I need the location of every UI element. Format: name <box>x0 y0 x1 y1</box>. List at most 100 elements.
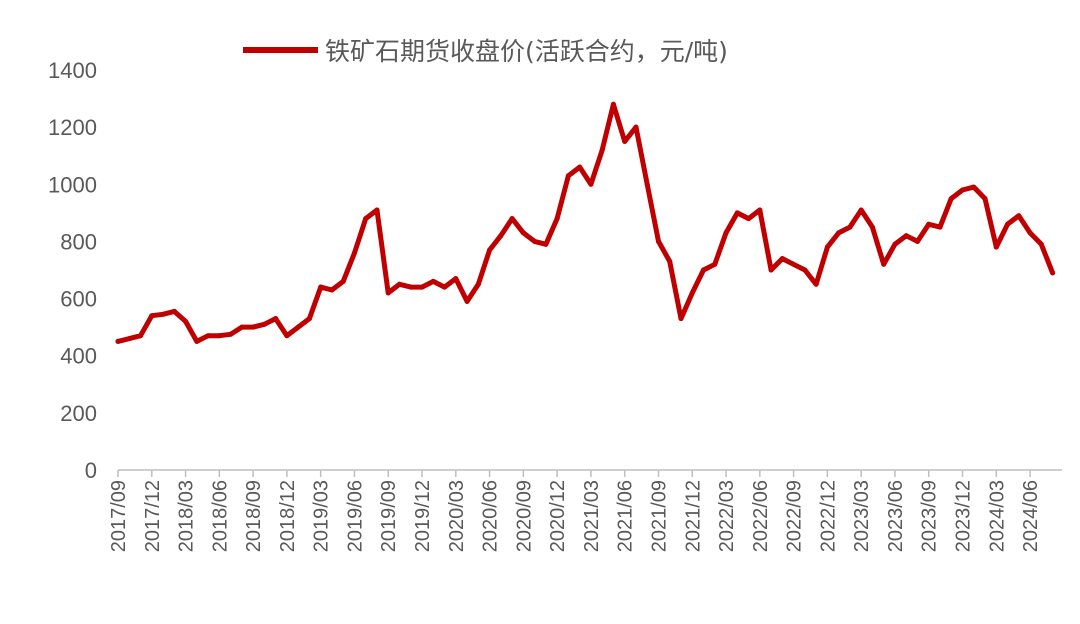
data-point <box>543 241 549 247</box>
y-tick-label: 1200 <box>48 115 97 140</box>
x-tick-label: 2021/09 <box>648 480 670 552</box>
x-tick-label: 2020/09 <box>513 480 535 552</box>
x-tick-label: 2024/03 <box>986 480 1008 552</box>
data-point <box>622 138 628 144</box>
y-tick-label: 400 <box>60 344 97 369</box>
data-point <box>532 238 538 244</box>
data-point <box>329 287 335 293</box>
data-point <box>340 278 346 284</box>
data-point <box>228 331 234 337</box>
data-point <box>115 338 121 344</box>
x-tick-label: 2022/03 <box>716 480 738 552</box>
data-point <box>892 241 898 247</box>
data-point <box>982 196 988 202</box>
data-point <box>363 216 369 222</box>
data-point <box>306 316 312 322</box>
x-tick-label: 2022/12 <box>817 480 839 552</box>
data-point <box>1050 270 1056 276</box>
y-tick-label: 1000 <box>48 172 97 197</box>
x-tick-label: 2021/06 <box>615 480 637 552</box>
data-point <box>802 267 808 273</box>
data-point <box>464 298 470 304</box>
x-tick-label: 2019/09 <box>378 480 400 552</box>
data-point <box>250 324 256 330</box>
data-point <box>836 230 842 236</box>
data-point <box>1005 221 1011 227</box>
data-point <box>824 244 830 250</box>
data-point <box>723 230 729 236</box>
data-point <box>239 324 245 330</box>
data-point <box>183 318 189 324</box>
data-point <box>858 207 864 213</box>
x-tick-label: 2024/06 <box>1020 480 1042 552</box>
data-point <box>847 224 853 230</box>
data-point <box>408 284 414 290</box>
x-tick-label: 2018/09 <box>243 480 265 552</box>
data-point <box>633 124 639 130</box>
x-tick-label: 2020/03 <box>446 480 468 552</box>
x-tick-label: 2017/12 <box>142 480 164 552</box>
x-tick-label: 2019/12 <box>412 480 434 552</box>
data-point <box>903 233 909 239</box>
data-point <box>498 233 504 239</box>
data-point <box>971 184 977 190</box>
data-point <box>149 313 155 319</box>
y-tick-label: 600 <box>60 287 97 312</box>
data-point <box>914 238 920 244</box>
data-point <box>757 207 763 213</box>
y-axis: 0 200 400 600 800 1000 1200 1400 <box>48 58 97 483</box>
data-point <box>171 308 177 314</box>
x-tick-label: 2020/06 <box>480 480 502 552</box>
x-tick-label: 2023/12 <box>953 480 975 552</box>
data-point <box>295 324 301 330</box>
data-point <box>689 290 695 296</box>
data-point <box>318 284 324 290</box>
series-line-iron-ore-price <box>115 101 1056 344</box>
x-tick-label: 2023/03 <box>851 480 873 552</box>
legend: 铁矿石期货收盘价(活跃合约，元/吨) <box>243 37 728 66</box>
data-point <box>374 207 380 213</box>
data-point <box>430 278 436 284</box>
data-point <box>520 230 526 236</box>
data-point <box>385 290 391 296</box>
x-tick-label: 2018/06 <box>209 480 231 552</box>
data-point <box>565 173 571 179</box>
x-tick-label: 2021/03 <box>581 480 603 552</box>
data-point <box>779 256 785 262</box>
legend-label: 铁矿石期货收盘价(活跃合约，元/吨) <box>325 37 728 66</box>
data-point <box>475 281 481 287</box>
x-tick-label: 2021/12 <box>682 480 704 552</box>
y-tick-label: 0 <box>85 458 97 483</box>
data-point <box>926 221 932 227</box>
data-point <box>678 316 684 322</box>
data-point <box>273 316 279 322</box>
data-point <box>712 261 718 267</box>
data-point <box>993 244 999 250</box>
data-point <box>791 261 797 267</box>
data-point <box>881 261 887 267</box>
data-point <box>1027 230 1033 236</box>
data-point <box>768 267 774 273</box>
data-point <box>126 336 132 342</box>
data-point <box>644 181 650 187</box>
y-tick-label: 200 <box>60 401 97 426</box>
x-tick-label: 2019/06 <box>344 480 366 552</box>
data-point <box>160 311 166 317</box>
data-point <box>746 216 752 222</box>
data-point <box>419 284 425 290</box>
data-point <box>813 281 819 287</box>
data-point <box>138 333 144 339</box>
data-point <box>667 258 673 264</box>
x-tick-label: 2022/06 <box>750 480 772 552</box>
data-point <box>216 333 222 339</box>
data-point <box>1038 241 1044 247</box>
y-tick-label: 1400 <box>48 58 97 83</box>
data-point <box>487 247 493 253</box>
series-layer <box>115 101 1056 344</box>
data-point <box>397 281 402 287</box>
data-point <box>442 284 448 290</box>
data-point <box>1016 213 1022 219</box>
data-point <box>577 164 583 170</box>
data-point <box>655 238 661 244</box>
